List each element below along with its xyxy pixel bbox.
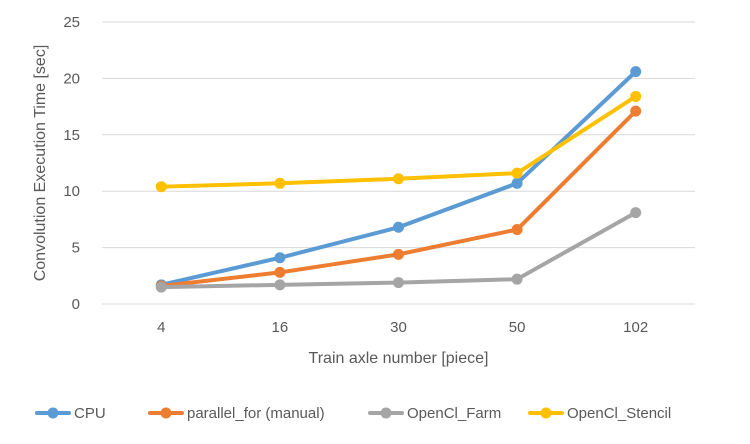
series-lines bbox=[155, 66, 642, 293]
x-tick-label: 30 bbox=[390, 319, 407, 336]
y-tick-label: 20 bbox=[63, 70, 80, 87]
gridlines bbox=[102, 21, 695, 305]
y-tick-label: 10 bbox=[63, 183, 80, 200]
legend-item: OpenCl_Stencil bbox=[528, 405, 671, 422]
x-tick-labels: 4 16 30 50 102 bbox=[157, 319, 648, 336]
x-tick-label: 16 bbox=[272, 319, 289, 336]
data-point bbox=[511, 224, 523, 236]
data-point bbox=[274, 177, 286, 189]
x-tick-label: 4 bbox=[157, 319, 165, 336]
legend-swatch-marker bbox=[540, 407, 552, 419]
legend: CPU parallel_for (manual) OpenCl_Farm OpenC… bbox=[35, 405, 671, 422]
x-tick-label: 50 bbox=[509, 319, 526, 336]
data-point bbox=[393, 173, 404, 185]
series-2 bbox=[155, 207, 642, 293]
data-point bbox=[274, 279, 286, 291]
series-3 bbox=[155, 90, 642, 193]
legend-swatch-marker bbox=[47, 407, 59, 419]
data-point bbox=[511, 177, 523, 189]
data-point bbox=[630, 90, 642, 102]
data-point bbox=[393, 221, 404, 233]
y-tick-label: 15 bbox=[63, 127, 80, 144]
legend-swatch-marker bbox=[160, 407, 172, 419]
y-axis-title: Convolution Execution Time [sec] bbox=[32, 45, 49, 282]
data-point bbox=[155, 281, 167, 293]
data-point bbox=[393, 248, 404, 260]
x-tick-label: 102 bbox=[623, 319, 648, 336]
legend-label: OpenCl_Farm bbox=[407, 405, 501, 422]
y-tick-label: 25 bbox=[63, 14, 80, 31]
legend-label: OpenCl_Stencil bbox=[567, 405, 671, 422]
data-point bbox=[511, 167, 523, 179]
data-point bbox=[630, 207, 642, 219]
data-point bbox=[274, 266, 286, 278]
data-point bbox=[630, 105, 642, 117]
data-point bbox=[511, 273, 523, 285]
data-point bbox=[155, 181, 167, 193]
legend-item: OpenCl_Farm bbox=[368, 405, 501, 422]
legend-label: CPU bbox=[74, 405, 106, 422]
y-tick-label: 0 bbox=[72, 296, 80, 313]
y-tick-label: 5 bbox=[72, 240, 80, 257]
x-axis-title: Train axle number [piece] bbox=[309, 350, 489, 367]
legend-label: parallel_for (manual) bbox=[187, 405, 325, 422]
y-tick-labels: 0 5 10 15 20 25 bbox=[63, 14, 80, 313]
series-line bbox=[159, 94, 638, 189]
legend-item: parallel_for (manual) bbox=[148, 405, 325, 422]
data-point bbox=[393, 277, 404, 289]
data-point bbox=[630, 66, 642, 78]
legend-item: CPU bbox=[35, 405, 106, 422]
legend-swatch-marker bbox=[380, 407, 392, 419]
data-point bbox=[274, 252, 286, 264]
